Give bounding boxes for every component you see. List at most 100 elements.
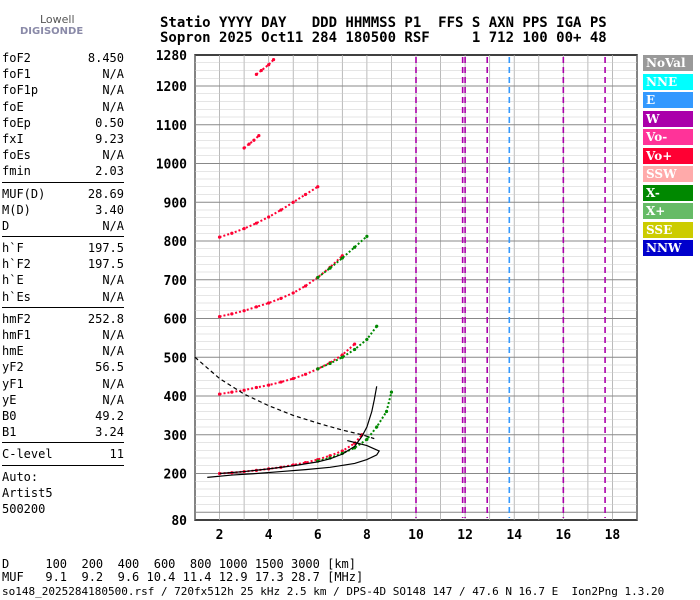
- y-tick-label: 1000: [156, 158, 187, 173]
- param-row: h`F 197.5: [2, 240, 124, 256]
- param-row: foEp 0.50: [2, 115, 124, 131]
- param-label: M(D): [2, 202, 31, 217]
- x-tick-label: 18: [605, 528, 621, 543]
- echo-trace: [219, 343, 356, 396]
- echo-trace: [219, 254, 344, 318]
- param-value: 197.5: [87, 257, 124, 272]
- y-tick-label: 700: [164, 274, 188, 289]
- echo-point: [257, 134, 261, 138]
- param-separator: [2, 442, 124, 444]
- param-label: yF2: [2, 360, 24, 375]
- param-row: h`E N/A: [2, 272, 124, 288]
- y-tick-label: 900: [164, 196, 188, 211]
- x-tick-label: 12: [457, 528, 473, 543]
- virtual-height-profile: [219, 386, 378, 475]
- legend-item-vo: Vo-: [643, 129, 693, 145]
- legend-item-nne: NNE: [643, 73, 693, 90]
- echo-trace: [255, 58, 275, 76]
- x-tick-label: 6: [314, 528, 322, 543]
- y-tick-label: 500: [164, 351, 188, 366]
- y-tick-label: 80: [171, 514, 187, 529]
- param-label: foF1p: [2, 83, 39, 98]
- param-row: foF2 8.450: [2, 50, 124, 66]
- echo-trace: [219, 185, 319, 239]
- footer-file-info: so148_2025284180500.rsf / 720fx512h 25 k…: [2, 585, 665, 598]
- param-value: N/A: [102, 289, 124, 304]
- autoscaling-line3: 500200: [2, 501, 46, 516]
- param-value: N/A: [102, 148, 124, 163]
- parameter-panel: foF2 8.450 foF1 N/A foF1p N/A foE N/A foEp 0.50 fx…: [2, 50, 124, 517]
- header-line-2: Sopron 2025 Oct11 284 180500 RSF 1 712 1…: [160, 30, 607, 46]
- header-line-1: Statio YYYY DAY DDD HHMMSS P1 FFS S AXN …: [160, 15, 607, 31]
- param-label: foEs: [2, 148, 31, 163]
- param-label: foEp: [2, 115, 31, 130]
- footer-distance: D 100 200 400 600 800 1000 1500 3000 [km…: [2, 557, 357, 571]
- param-row: foEs N/A: [2, 147, 124, 163]
- param-label: D: [2, 218, 10, 233]
- legend-item-noval: NoVal: [643, 55, 693, 71]
- autoscaling-line2: Artist5: [2, 485, 53, 500]
- param-row: MUF(D) 28.69: [2, 186, 124, 202]
- echo-trace: [317, 391, 393, 463]
- param-row: B1 3.24: [2, 424, 124, 440]
- x-tick-label: 16: [556, 528, 572, 543]
- param-label: fmin: [2, 164, 31, 179]
- param-row: h`F2 197.5: [2, 256, 124, 272]
- param-label: fxI: [2, 131, 24, 146]
- param-row: h`Es N/A: [2, 289, 124, 305]
- param-row: hmF1 N/A: [2, 327, 124, 343]
- param-row: yE N/A: [2, 392, 124, 408]
- param-value: 9.23: [95, 131, 124, 146]
- param-value: 56.5: [95, 360, 124, 375]
- param-row: yF2 56.5: [2, 359, 124, 375]
- logo-digisonde: DIGISONDE: [20, 26, 84, 37]
- y-tick-label: 300: [164, 429, 188, 444]
- param-value: N/A: [102, 67, 124, 82]
- param-label: yE: [2, 392, 17, 407]
- legend-item-ssw: SSW: [643, 166, 693, 182]
- param-value: N/A: [102, 218, 124, 233]
- param-row: hmE N/A: [2, 343, 124, 359]
- param-value: 252.8: [87, 311, 124, 326]
- y-tick-label: 800: [164, 235, 188, 250]
- param-row: foE N/A: [2, 99, 124, 115]
- param-value: 3.40: [95, 202, 124, 217]
- param-value: 28.69: [87, 186, 124, 201]
- legend-item-sse: SSE: [643, 221, 693, 238]
- y-tick-label: 200: [164, 468, 188, 483]
- param-label: hmF1: [2, 328, 31, 342]
- x-tick-label: 4: [265, 528, 273, 543]
- legend-item-w: W: [643, 110, 693, 127]
- param-row: C-level 11: [2, 446, 124, 462]
- param-value: 49.2: [95, 408, 124, 423]
- echo-trace: [243, 134, 260, 149]
- param-row: hmF2 252.8: [2, 311, 124, 327]
- true-height-profile: [207, 439, 381, 478]
- param-row: M(D) 3.40: [2, 202, 124, 218]
- param-label: foE: [2, 99, 24, 114]
- param-label: foF1: [2, 67, 31, 82]
- footer-muf: MUF 9.1 9.2 9.6 10.4 11.4 12.9 17.3 28.7…: [2, 570, 364, 584]
- param-value: N/A: [102, 99, 124, 114]
- param-value: 0.50: [95, 115, 124, 130]
- param-label: h`Es: [2, 289, 31, 304]
- param-value: N/A: [102, 273, 124, 288]
- legend-item-x: X+: [643, 203, 693, 219]
- param-separator: [2, 181, 124, 183]
- param-row: fxI 9.23: [2, 131, 124, 147]
- param-label: foF2: [2, 51, 31, 65]
- legend-item-nnw: NNW: [643, 240, 693, 256]
- param-separator: [2, 464, 124, 466]
- param-row: yF1 N/A: [2, 376, 124, 392]
- logo-lowell: Lowell: [40, 13, 75, 26]
- x-tick-label: 8: [363, 528, 371, 543]
- param-value: N/A: [102, 376, 124, 391]
- param-label: h`F: [2, 241, 24, 256]
- legend-item-e: E: [643, 92, 693, 108]
- y-tick-label: 600: [164, 313, 188, 328]
- param-row: foF1p N/A: [2, 82, 124, 98]
- param-value: N/A: [102, 344, 124, 359]
- param-label: MUF(D): [2, 186, 46, 201]
- param-label: hmE: [2, 344, 24, 359]
- x-tick-label: 14: [506, 528, 522, 543]
